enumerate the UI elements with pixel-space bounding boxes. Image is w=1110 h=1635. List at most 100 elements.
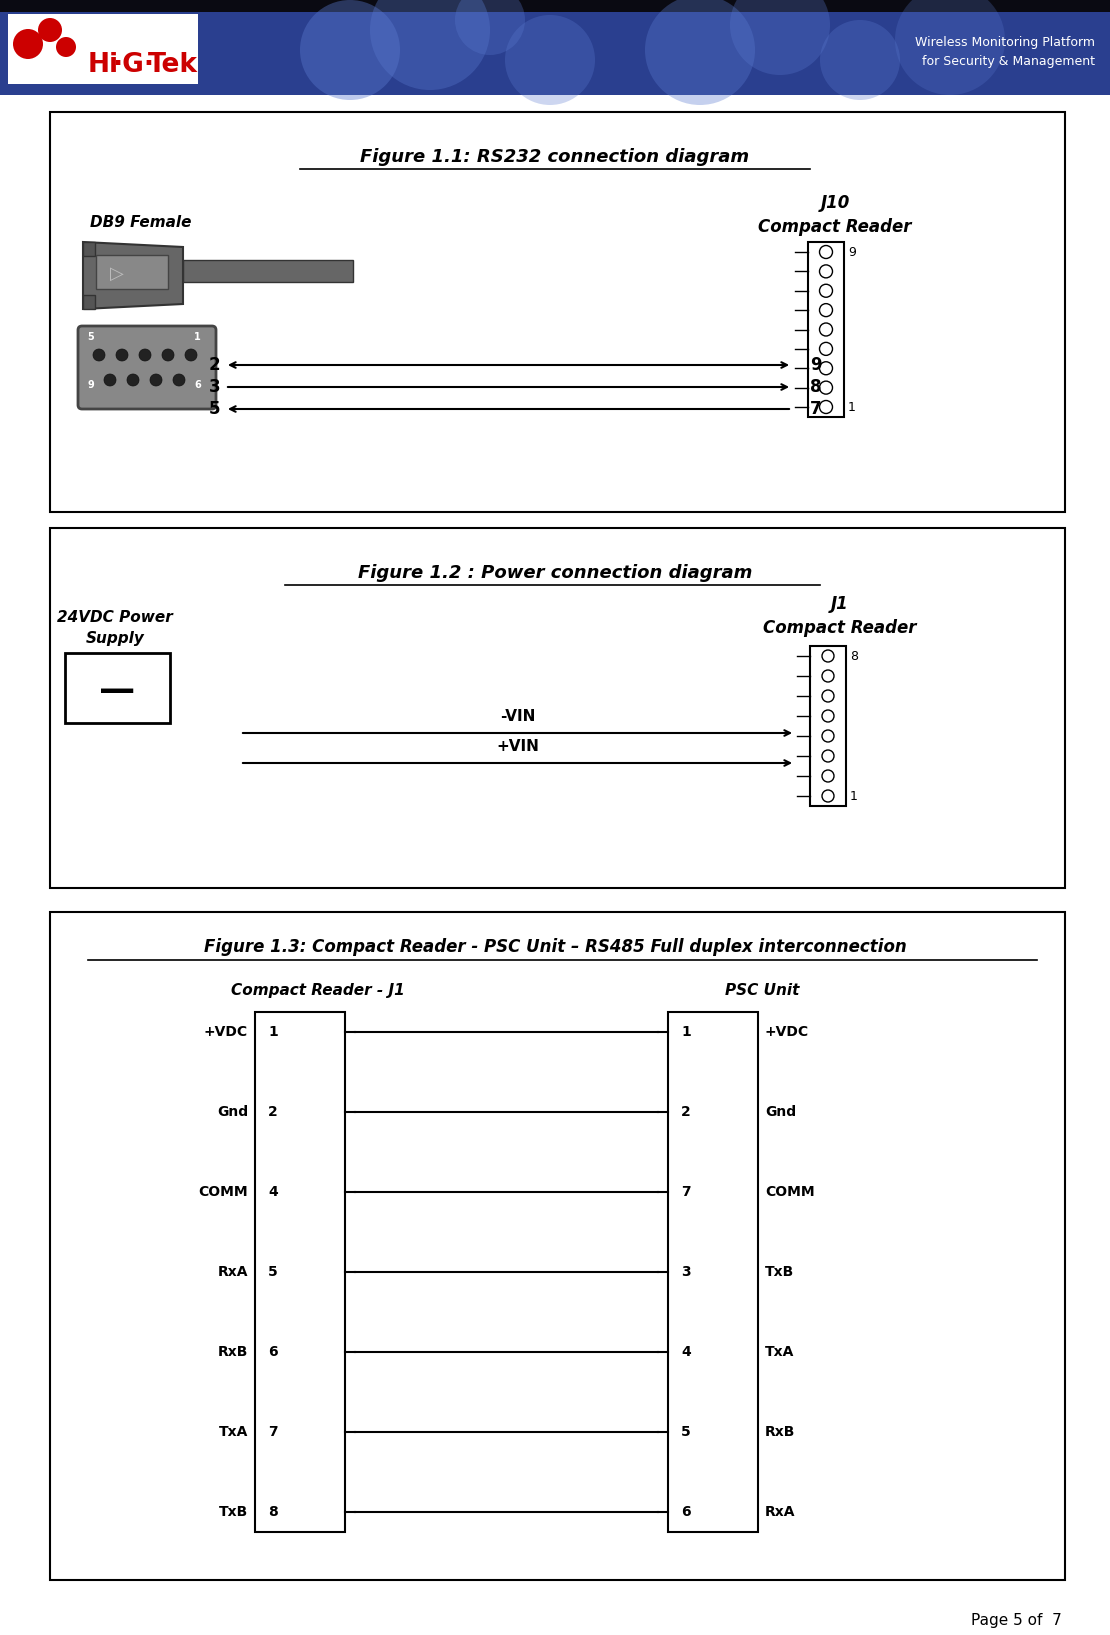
Text: Figure 1.3: Compact Reader - PSC Unit – RS485 Full duplex interconnection: Figure 1.3: Compact Reader - PSC Unit – …	[203, 938, 907, 956]
Text: TxA: TxA	[219, 1426, 248, 1439]
Bar	[810, 646, 846, 806]
Text: -VIN: -VIN	[500, 710, 535, 724]
FancyBboxPatch shape	[78, 325, 216, 409]
Text: Wireless Monitoring Platform
for Security & Management: Wireless Monitoring Platform for Securit…	[915, 36, 1094, 69]
Circle shape	[455, 0, 525, 56]
Circle shape	[823, 710, 834, 723]
Text: 5: 5	[682, 1426, 690, 1439]
Circle shape	[823, 690, 834, 701]
Circle shape	[162, 348, 174, 361]
Text: RxB: RxB	[765, 1426, 796, 1439]
Text: Tek: Tek	[148, 52, 198, 78]
Circle shape	[370, 0, 490, 90]
Bar	[65, 652, 170, 723]
Circle shape	[13, 29, 43, 59]
Text: 4: 4	[682, 1346, 690, 1359]
Circle shape	[38, 18, 62, 43]
Text: 7: 7	[810, 401, 821, 419]
Circle shape	[819, 304, 832, 317]
Circle shape	[819, 342, 832, 355]
Circle shape	[185, 348, 196, 361]
Circle shape	[820, 20, 900, 100]
Bar	[668, 1012, 758, 1532]
Text: 2: 2	[269, 1105, 278, 1118]
Bar	[183, 260, 353, 281]
Text: COMM: COMM	[765, 1185, 815, 1198]
Text: Page 5 of  7: Page 5 of 7	[971, 1612, 1062, 1627]
Bar	[0, 0, 1110, 11]
Circle shape	[819, 381, 832, 394]
Text: 8: 8	[850, 649, 858, 662]
Bar	[255, 1012, 345, 1532]
Text: +VDC: +VDC	[765, 1025, 809, 1038]
Text: J10
Compact Reader: J10 Compact Reader	[758, 195, 911, 235]
Circle shape	[819, 324, 832, 337]
Text: 3: 3	[682, 1265, 690, 1279]
Text: 9: 9	[87, 379, 93, 391]
Text: +VDC: +VDC	[204, 1025, 248, 1038]
Text: 1: 1	[850, 790, 858, 803]
Circle shape	[819, 401, 832, 414]
Circle shape	[823, 651, 834, 662]
Text: 7: 7	[682, 1185, 690, 1198]
Text: +VIN: +VIN	[496, 739, 539, 754]
Circle shape	[139, 348, 151, 361]
Bar	[95, 255, 168, 289]
Text: 8: 8	[269, 1504, 278, 1519]
Bar	[0, 0, 1110, 95]
Text: COMM: COMM	[199, 1185, 248, 1198]
Circle shape	[300, 0, 400, 100]
Text: 7: 7	[269, 1426, 278, 1439]
Text: 6: 6	[194, 379, 201, 391]
Circle shape	[117, 348, 128, 361]
Text: Compact Reader - J1: Compact Reader - J1	[231, 983, 405, 997]
Text: 2: 2	[682, 1105, 690, 1118]
Text: 2: 2	[209, 356, 220, 374]
Text: 1: 1	[848, 401, 856, 414]
Text: DB9 Female: DB9 Female	[90, 214, 192, 229]
Text: 1: 1	[194, 332, 201, 342]
Circle shape	[127, 374, 139, 386]
Circle shape	[819, 284, 832, 298]
Circle shape	[93, 348, 105, 361]
Text: —: —	[100, 674, 135, 708]
Circle shape	[819, 361, 832, 374]
Text: 4: 4	[269, 1185, 278, 1198]
Circle shape	[823, 750, 834, 762]
Circle shape	[56, 38, 75, 57]
Text: 5: 5	[87, 332, 93, 342]
Text: 6: 6	[269, 1346, 278, 1359]
Text: RxB: RxB	[218, 1346, 248, 1359]
Text: PSC Unit: PSC Unit	[725, 983, 799, 997]
Bar	[8, 15, 198, 83]
Text: 1: 1	[682, 1025, 690, 1038]
Text: TxB: TxB	[765, 1265, 795, 1279]
Text: ·G·: ·G·	[112, 52, 154, 78]
Text: 9: 9	[848, 245, 856, 258]
Text: Gnd: Gnd	[765, 1105, 796, 1118]
Circle shape	[645, 0, 755, 105]
Circle shape	[819, 265, 832, 278]
Bar	[50, 528, 1064, 888]
Circle shape	[895, 0, 1005, 95]
Circle shape	[173, 374, 185, 386]
Text: J1
Compact Reader: J1 Compact Reader	[764, 595, 917, 636]
Circle shape	[823, 670, 834, 682]
Text: 9: 9	[810, 356, 821, 374]
Text: Figure 1.1: RS232 connection diagram: Figure 1.1: RS232 connection diagram	[361, 149, 749, 167]
Polygon shape	[83, 242, 183, 309]
Circle shape	[823, 790, 834, 803]
Bar	[808, 242, 844, 417]
Bar	[83, 242, 95, 257]
Circle shape	[823, 770, 834, 782]
Text: 5: 5	[209, 401, 220, 419]
Text: TxB: TxB	[219, 1504, 248, 1519]
Circle shape	[730, 0, 830, 75]
Text: RxA: RxA	[218, 1265, 248, 1279]
Text: Figure 1.2 : Power connection diagram: Figure 1.2 : Power connection diagram	[357, 564, 753, 582]
Circle shape	[150, 374, 162, 386]
Bar	[83, 294, 95, 309]
Text: 5: 5	[269, 1265, 278, 1279]
Text: 1: 1	[269, 1025, 278, 1038]
Circle shape	[104, 374, 117, 386]
